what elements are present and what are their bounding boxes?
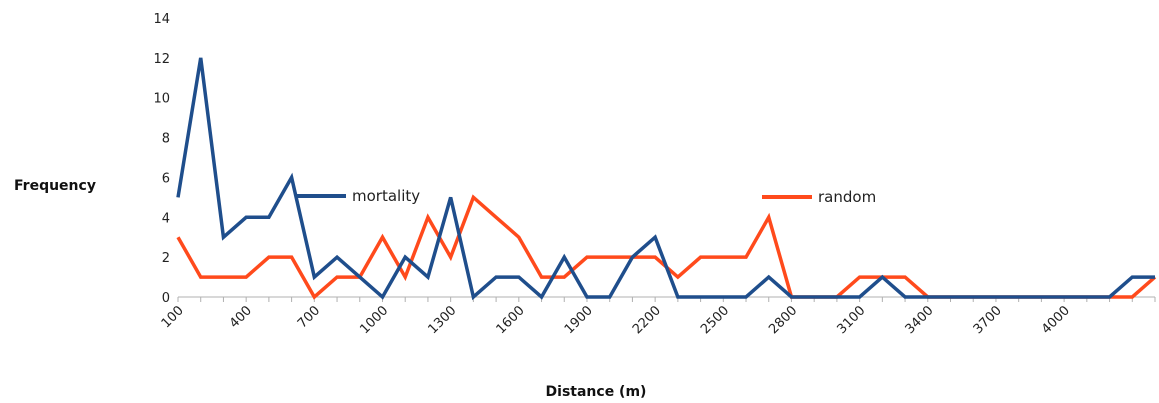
legend-label: random xyxy=(818,188,876,206)
legend-item-random: random xyxy=(762,188,876,206)
y-tick-label: 6 xyxy=(162,171,170,186)
x-tick-label: 2500 xyxy=(698,303,732,337)
x-tick-label: 2800 xyxy=(766,303,800,337)
x-tick-label: 3400 xyxy=(903,303,937,337)
y-axis-ticks: 0 2 4 6 8 10 12 14 xyxy=(153,12,170,306)
series-lines xyxy=(176,57,1157,301)
x-axis-tick-marks xyxy=(177,297,1156,302)
x-axis-title: Distance (m) xyxy=(546,384,647,400)
y-tick-label: 8 xyxy=(162,132,170,147)
x-tick-label: 4000 xyxy=(1039,303,1073,337)
series-line-mortality xyxy=(176,57,1155,301)
x-tick-label: 700 xyxy=(295,303,323,331)
x-axis-ticks: 100 400 700 1000 1300 1600 1900 2200 2500 2800 310… xyxy=(159,303,1073,337)
y-tick-label: 10 xyxy=(153,92,170,107)
x-tick-label: 400 xyxy=(227,303,255,331)
x-tick-label: 100 xyxy=(159,303,187,331)
x-tick-label: 1900 xyxy=(562,303,596,337)
x-tick-label: 1600 xyxy=(494,303,528,337)
x-tick-label: 3100 xyxy=(834,303,868,337)
y-tick-label: 14 xyxy=(153,12,170,27)
y-tick-label: 4 xyxy=(162,211,170,226)
legend: mortality random xyxy=(296,187,876,206)
y-tick-label: 12 xyxy=(153,52,170,67)
x-tick-label: 3700 xyxy=(971,303,1005,337)
x-tick-label: 1000 xyxy=(357,303,391,337)
legend-label: mortality xyxy=(352,187,420,205)
x-tick-label: 2200 xyxy=(630,303,664,337)
y-tick-label: 2 xyxy=(162,251,170,266)
series-line-random xyxy=(176,194,1157,300)
y-tick-label: 0 xyxy=(162,291,170,306)
y-axis-title: Frequency xyxy=(14,178,96,194)
legend-item-mortality: mortality xyxy=(296,187,420,205)
x-tick-label: 1300 xyxy=(425,303,459,337)
